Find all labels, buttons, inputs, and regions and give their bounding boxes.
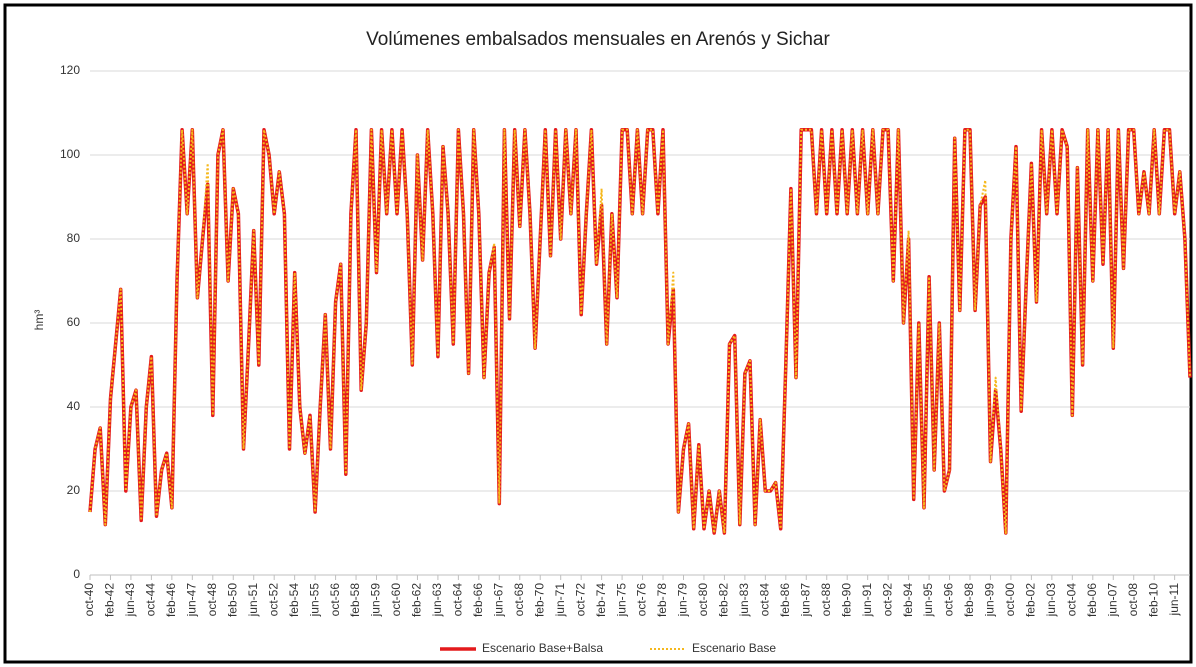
x-tick-label: feb-58 — [348, 583, 362, 617]
x-tick-label: jun-59 — [369, 583, 383, 618]
x-tick-label: jun-11 — [1167, 583, 1181, 617]
series-line — [89, 128, 1191, 534]
x-tick-label: jun-75 — [614, 583, 628, 618]
x-tick-label: jun-79 — [676, 583, 690, 618]
x-tick-label: oct-40 — [82, 583, 96, 617]
y-tick-label: 120 — [60, 63, 80, 77]
x-tick-label: jun-95 — [921, 583, 935, 618]
x-tick-label: oct-64 — [451, 583, 465, 617]
x-tick-label: oct-92 — [880, 583, 894, 617]
x-tick-label: jun-51 — [246, 583, 260, 618]
x-tick-label: feb-06 — [1085, 583, 1099, 617]
chart-title: Volúmenes embalsados mensuales en Arenós… — [366, 29, 830, 50]
x-tick-label: jun-83 — [737, 583, 751, 618]
x-tick-label: feb-54 — [287, 583, 301, 617]
y-tick-label: 60 — [67, 315, 81, 329]
x-tick-label: feb-62 — [410, 583, 424, 617]
x-tick-label: feb-70 — [532, 583, 546, 617]
x-tick-label: oct-00 — [1003, 583, 1017, 617]
x-tick-label: feb-82 — [717, 583, 731, 617]
x-tick-label: feb-66 — [471, 583, 485, 617]
x-tick-label: feb-50 — [225, 583, 239, 617]
legend-label: Escenario Base+Balsa — [482, 641, 603, 655]
x-tick-label: oct-72 — [573, 583, 587, 617]
y-axis-label: hm³ — [32, 310, 46, 331]
x-tick-label: jun-67 — [491, 583, 505, 618]
frame — [3, 3, 1193, 664]
y-tick-label: 0 — [73, 567, 80, 581]
x-tick-label: jun-47 — [184, 583, 198, 618]
x-tick-label: oct-48 — [205, 583, 219, 617]
x-tick-label: feb-74 — [594, 583, 608, 617]
x-tick-label: jun-07 — [1105, 583, 1119, 618]
x-tick-label: jun-99 — [983, 583, 997, 618]
x-tick-label: feb-10 — [1146, 583, 1160, 617]
x-tick-label: feb-78 — [655, 583, 669, 617]
x-tick-label: oct-68 — [512, 583, 526, 617]
y-tick-label: 100 — [60, 147, 80, 161]
x-tick-label: jun-71 — [553, 583, 567, 618]
x-tick-label: oct-44 — [144, 583, 158, 617]
x-tick-label: feb-86 — [778, 583, 792, 617]
x-tick-label: feb-02 — [1024, 583, 1038, 617]
x-tick-label: feb-42 — [103, 583, 117, 617]
x-tick-label: feb-46 — [164, 583, 178, 617]
x-tick-label: jun-43 — [123, 583, 137, 618]
x-tick-label: jun-91 — [860, 583, 874, 618]
y-tick-label: 40 — [67, 399, 81, 413]
x-tick-label: oct-08 — [1126, 583, 1140, 617]
x-tick-label: oct-80 — [696, 583, 710, 617]
x-tick-label: oct-96 — [942, 583, 956, 617]
y-tick-label: 20 — [67, 483, 81, 497]
x-tick-label: jun-03 — [1044, 583, 1058, 618]
x-tick-label: jun-87 — [798, 583, 812, 618]
x-tick-label: jun-63 — [430, 583, 444, 618]
x-tick-label: feb-94 — [901, 583, 915, 617]
x-tick-label: oct-52 — [266, 583, 280, 617]
x-tick-label: oct-56 — [328, 583, 342, 617]
x-tick-label: feb-98 — [962, 583, 976, 617]
x-tick-label: oct-84 — [758, 583, 772, 617]
x-tick-label: oct-60 — [389, 583, 403, 617]
x-tick-label: jun-55 — [307, 583, 321, 618]
x-tick-label: oct-76 — [635, 583, 649, 617]
y-tick-label: 80 — [67, 231, 81, 245]
x-tick-label: oct-88 — [819, 583, 833, 617]
x-tick-label: oct-04 — [1064, 583, 1078, 617]
legend-label: Escenario Base — [692, 641, 776, 655]
x-tick-label: feb-90 — [839, 583, 853, 617]
